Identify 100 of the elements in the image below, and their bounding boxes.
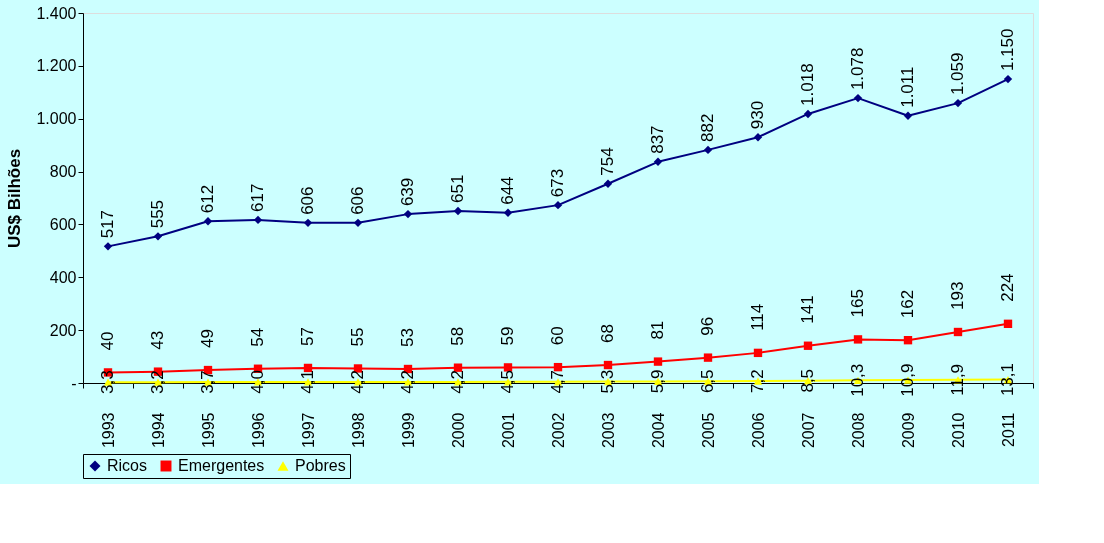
data-label: 13,1 <box>998 362 1017 397</box>
data-label: 4,0 <box>248 370 267 394</box>
y-tick-label: 1.400 <box>36 4 77 22</box>
point <box>603 179 613 188</box>
point <box>653 357 663 366</box>
point <box>203 217 213 226</box>
point <box>503 208 513 217</box>
point <box>553 362 563 372</box>
data-label: 4,7 <box>548 369 567 394</box>
point <box>853 335 863 344</box>
data-label: 10,3 <box>848 363 867 397</box>
data-label: 1.011 <box>898 66 917 108</box>
data-label: 4,2 <box>448 370 467 394</box>
data-label: 4,5 <box>498 369 517 394</box>
data-label: 54 <box>248 327 267 347</box>
point <box>853 93 863 103</box>
x-tick-label: 1997 <box>299 412 317 449</box>
data-label: 53 <box>398 328 417 347</box>
point <box>903 336 913 345</box>
data-label: 673 <box>548 168 567 198</box>
point <box>303 218 313 228</box>
x-tick-label: 2006 <box>749 412 767 449</box>
data-label: 612 <box>198 184 217 214</box>
point <box>953 98 963 108</box>
y-tick-label: 800 <box>49 163 77 181</box>
data-label: 224 <box>998 273 1017 302</box>
y-tick-label: - <box>71 374 77 392</box>
x-tick-label: 2005 <box>699 412 717 449</box>
data-label: 162 <box>898 289 917 319</box>
data-label: 8,5 <box>798 368 817 393</box>
point <box>703 145 713 155</box>
data-label: 141 <box>798 295 817 324</box>
x-tick-label: 1994 <box>149 412 167 449</box>
x-tick-label: 2001 <box>499 412 517 449</box>
data-label: 40 <box>98 331 117 351</box>
legend-label: Ricos <box>107 457 148 474</box>
data-label: 6,5 <box>698 369 717 394</box>
data-label: 165 <box>848 289 867 318</box>
point <box>153 232 163 241</box>
data-label: 555 <box>148 199 167 229</box>
data-label: 96 <box>698 316 717 336</box>
y-tick-label: 1.000 <box>36 110 77 128</box>
data-label: 59 <box>498 326 517 346</box>
x-tick-label: 2004 <box>649 412 667 449</box>
y-tick-label: 200 <box>49 321 77 339</box>
data-label: 930 <box>748 100 767 130</box>
data-label: 617 <box>248 183 267 212</box>
x-tick-label: 2003 <box>599 412 617 449</box>
point <box>603 360 613 370</box>
data-label: 606 <box>348 186 367 215</box>
data-label: 882 <box>698 113 717 142</box>
data-label: 517 <box>98 209 117 239</box>
x-tick-label: 2000 <box>449 412 467 449</box>
x-tick-label: 2002 <box>549 412 567 449</box>
point <box>903 111 913 120</box>
data-label: 837 <box>648 125 667 154</box>
point <box>753 133 763 142</box>
data-label: 11,9 <box>948 363 967 396</box>
x-tick-label: 1993 <box>99 412 117 449</box>
point <box>803 109 813 119</box>
point <box>653 157 663 166</box>
data-label: 754 <box>598 147 617 176</box>
point <box>803 341 813 350</box>
point <box>953 327 963 337</box>
x-tick-label: 1998 <box>349 412 367 449</box>
legend-label: Emergentes <box>178 457 265 474</box>
data-label: 606 <box>298 186 317 215</box>
data-label: 58 <box>448 326 467 346</box>
x-tick-label: 1996 <box>249 412 267 449</box>
data-label: 114 <box>748 303 767 331</box>
data-label: 5,3 <box>598 369 617 394</box>
data-label: 639 <box>398 177 417 207</box>
data-label: 5,9 <box>648 369 667 394</box>
point <box>1003 319 1013 328</box>
data-label: 3,3 <box>98 370 117 394</box>
y-axis-title: US$ Bilhões <box>5 148 25 249</box>
legend-label: Pobres <box>295 457 346 474</box>
data-label: 57 <box>298 327 317 346</box>
y-tick-label: 1.200 <box>36 57 77 75</box>
x-tick-label: 2008 <box>849 412 867 449</box>
data-label: 193 <box>948 281 967 310</box>
point <box>453 206 463 216</box>
point <box>1003 74 1013 84</box>
data-label: 3,7 <box>198 370 217 394</box>
point <box>703 353 713 362</box>
data-label: 3,2 <box>148 370 167 394</box>
data-label: 1.059 <box>948 52 967 96</box>
data-label: 651 <box>448 174 467 203</box>
x-tick-label: 2007 <box>799 412 817 449</box>
point <box>403 209 413 219</box>
data-label: 10,9 <box>898 363 917 397</box>
data-label: 1.078 <box>848 47 867 91</box>
data-label: 55 <box>348 327 367 347</box>
point <box>103 242 113 251</box>
x-tick-label: 1995 <box>199 412 217 449</box>
y-tick-label: 400 <box>49 268 77 286</box>
data-label: 1.018 <box>798 63 817 106</box>
point <box>553 200 563 210</box>
point <box>253 215 263 225</box>
data-label: 4,2 <box>348 370 367 394</box>
